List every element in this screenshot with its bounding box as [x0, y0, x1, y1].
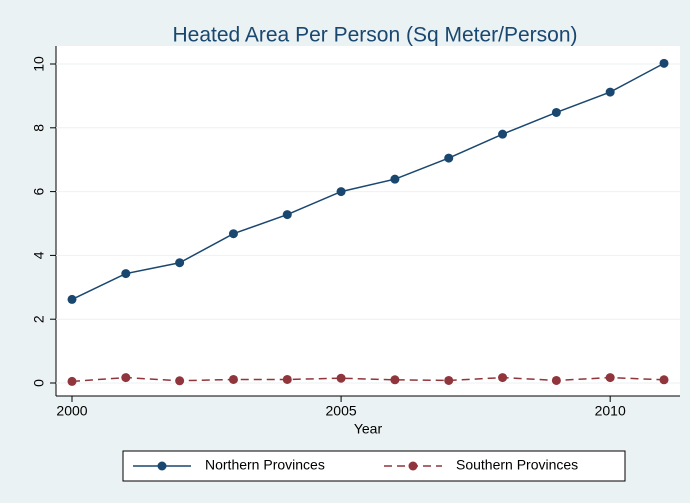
series-point — [282, 210, 292, 220]
y-tick-label: 0 — [31, 379, 47, 387]
x-tick-label: 2005 — [326, 403, 357, 419]
series-point — [390, 174, 400, 184]
x-axis-label: Year — [354, 421, 383, 437]
series-point — [444, 153, 454, 163]
legend-marker — [408, 461, 418, 471]
series-point — [175, 376, 185, 386]
series-point — [498, 129, 508, 139]
series-point — [228, 374, 238, 384]
series-point — [659, 375, 669, 385]
series-line — [71, 62, 665, 301]
x-tick-label: 2000 — [56, 403, 87, 419]
y-tick-label: 6 — [31, 187, 47, 195]
series-point — [390, 375, 400, 385]
y-tick-label: 8 — [31, 124, 47, 132]
y-tick-label: 4 — [31, 251, 47, 259]
series-point — [67, 294, 77, 304]
series-point — [336, 187, 346, 197]
series-point — [551, 107, 561, 117]
series-point — [605, 87, 615, 97]
chart-title: Heated Area Per Person (Sq Meter/Person) — [172, 24, 577, 47]
series-point — [121, 373, 131, 383]
series-point — [175, 258, 185, 268]
series-point — [121, 269, 131, 279]
legend-marker — [157, 461, 167, 471]
series-point — [551, 375, 561, 385]
series-point — [336, 373, 346, 383]
y-tick-label: 2 — [31, 315, 47, 323]
series-point — [282, 374, 292, 384]
series-point — [444, 375, 454, 385]
series-point — [605, 373, 615, 383]
plot-area — [56, 46, 680, 396]
legend-label: Southern Provinces — [456, 457, 578, 473]
series-point — [67, 376, 77, 386]
x-tick-label: 2010 — [595, 403, 626, 419]
series-point — [659, 58, 669, 68]
series-line — [71, 376, 665, 383]
legend-label: Northern Provinces — [205, 457, 325, 473]
y-tick-label: 10 — [31, 56, 47, 72]
series-point — [498, 373, 508, 383]
series-point — [228, 229, 238, 239]
legend — [122, 450, 626, 482]
